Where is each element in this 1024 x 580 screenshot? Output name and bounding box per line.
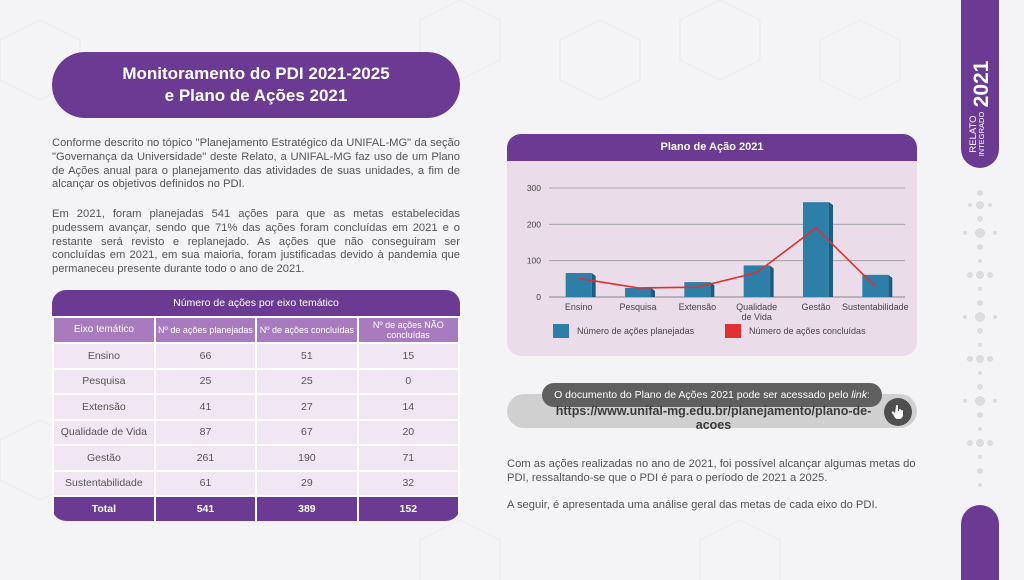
cell-nao-concluidas: 0 [358, 369, 458, 393]
header-eixo: Eixo temático [54, 318, 154, 342]
y-tick-label: 200 [527, 219, 541, 229]
actions-table-card: Número de ações por eixo temático Eixo t… [52, 290, 460, 521]
cell-nao-concluidas: 15 [358, 344, 458, 368]
cell-eixo: Gestão [54, 446, 154, 470]
page-title-line1: Monitoramento do PDI 2021-2025 [122, 64, 390, 83]
chart-card: Plano de Ação 2021 0 100 200 300 Ensino Pesqu… [507, 134, 917, 356]
header-planejadas: Nº de ações planejadas [155, 318, 256, 342]
x-tick-label: Pesquisa [619, 302, 656, 312]
achievements-paragraph: Com as ações realizadas no ano de 2021, … [507, 458, 916, 484]
pointer-hand-icon[interactable] [884, 398, 912, 426]
bar-side [651, 287, 655, 297]
page-title: Monitoramento do PDI 2021-2025 e Plano d… [52, 52, 460, 118]
cell-eixo: Extensão [54, 395, 154, 419]
total-label: Total [54, 497, 154, 521]
link-intro-end: : [866, 389, 870, 401]
table-total-row: Total 541 389 152 [54, 497, 458, 521]
y-tick-label: 100 [527, 256, 541, 266]
table-row: Extensão 41 27 14 [54, 395, 458, 419]
x-tick-label: de Vida [741, 312, 771, 322]
link-intro-em: link [851, 389, 867, 401]
cell-concluidas: 51 [257, 344, 357, 368]
link-intro-text: O documento do Plano de Ações 2021 pode … [554, 389, 852, 401]
bar-side [591, 273, 596, 297]
total-nao-concluidas: 152 [358, 497, 458, 521]
y-tick-label: 0 [536, 292, 541, 302]
legend-swatch-planned [553, 324, 569, 338]
bar [565, 273, 592, 297]
table-row: Ensino 66 51 15 [54, 344, 458, 368]
action-plan-chart: 0 100 200 300 Ensino Pesquisa Extensão Qualidad… [527, 183, 909, 338]
report-label: 2021 RELATO INTEGRADO [968, 60, 993, 157]
actions-table: Eixo temático Nº de ações planejadas Nº … [52, 316, 460, 521]
bar [625, 287, 651, 297]
intro-paragraph: Conforme descrito no tópico "Planejament… [52, 137, 460, 191]
y-tick-label: 300 [527, 183, 541, 193]
table-row: Pesquisa 25 25 0 [54, 369, 458, 393]
table-caption: Número de ações por eixo temático [52, 290, 460, 316]
report-year: 2021 [970, 60, 993, 107]
cell-concluidas: 67 [257, 420, 357, 444]
cell-eixo: Ensino [54, 344, 154, 368]
header-nao-concluidas: Nº de ações NÃO concluídas [358, 318, 458, 342]
cell-eixo: Qualidade de Vida [54, 420, 154, 444]
cell-nao-concluidas: 71 [358, 446, 458, 470]
bar-side [829, 202, 833, 297]
report-integrado: INTEGRADO [977, 112, 986, 157]
x-tick-label: Ensino [565, 302, 593, 312]
plan-url-link[interactable]: https://www.unifal-mg.edu.br/planejament… [555, 404, 872, 432]
cell-planejadas: 41 [155, 395, 256, 419]
series-line [578, 226, 876, 289]
bar-side [710, 282, 715, 297]
x-tick-label: Sustentabilidade [842, 302, 909, 312]
bar [743, 265, 770, 297]
chart-title: Plano de Ação 2021 [507, 134, 917, 161]
legend-swatch-completed [725, 324, 741, 338]
bar-side [769, 265, 774, 297]
cell-eixo: Sustentabilidade [54, 471, 154, 495]
cell-concluidas: 29 [257, 471, 357, 495]
sidebar-tab [961, 0, 999, 168]
cell-planejadas: 25 [155, 369, 256, 393]
cell-planejadas: 87 [155, 420, 256, 444]
x-tick-label: Qualidade [736, 302, 777, 312]
x-tick-label: Gestão [801, 302, 830, 312]
sidebar-tab-bottom [961, 505, 999, 580]
table-header-row: Eixo temático Nº de ações planejadas Nº … [54, 318, 458, 342]
next-section-paragraph: A seguir, é apresentada uma análise gera… [507, 499, 878, 511]
cell-planejadas: 61 [155, 471, 256, 495]
cell-nao-concluidas: 14 [358, 395, 458, 419]
cell-concluidas: 190 [257, 446, 357, 470]
cell-eixo: Pesquisa [54, 369, 154, 393]
total-concluidas: 389 [257, 497, 357, 521]
cell-nao-concluidas: 20 [358, 420, 458, 444]
total-planejadas: 541 [155, 497, 256, 521]
summary-paragraph: Em 2021, foram planejadas 541 ações para… [52, 208, 460, 276]
cell-concluidas: 25 [257, 369, 357, 393]
cell-nao-concluidas: 32 [358, 471, 458, 495]
legend-label-planned: Número de ações planejadas [577, 326, 695, 336]
bar [803, 202, 829, 297]
cell-concluidas: 27 [257, 395, 357, 419]
bar-side [888, 274, 893, 297]
table-row: Qualidade de Vida 87 67 20 [54, 420, 458, 444]
legend-label-completed: Número de ações concluídas [749, 326, 866, 336]
header-concluidas: Nº de ações concluídas [257, 318, 357, 342]
cell-planejadas: 261 [155, 446, 256, 470]
table-row: Sustentabilidade 61 29 32 [54, 471, 458, 495]
cell-planejadas: 66 [155, 344, 256, 368]
decorative-dots [963, 190, 997, 487]
table-row: Gestão 261 190 71 [54, 446, 458, 470]
report-relato: RELATO [968, 115, 979, 152]
link-intro: O documento do Plano de Ações 2021 pode … [542, 383, 882, 407]
x-tick-label: Extensão [679, 302, 717, 312]
page-title-line2: e Plano de Ações 2021 [164, 86, 348, 105]
